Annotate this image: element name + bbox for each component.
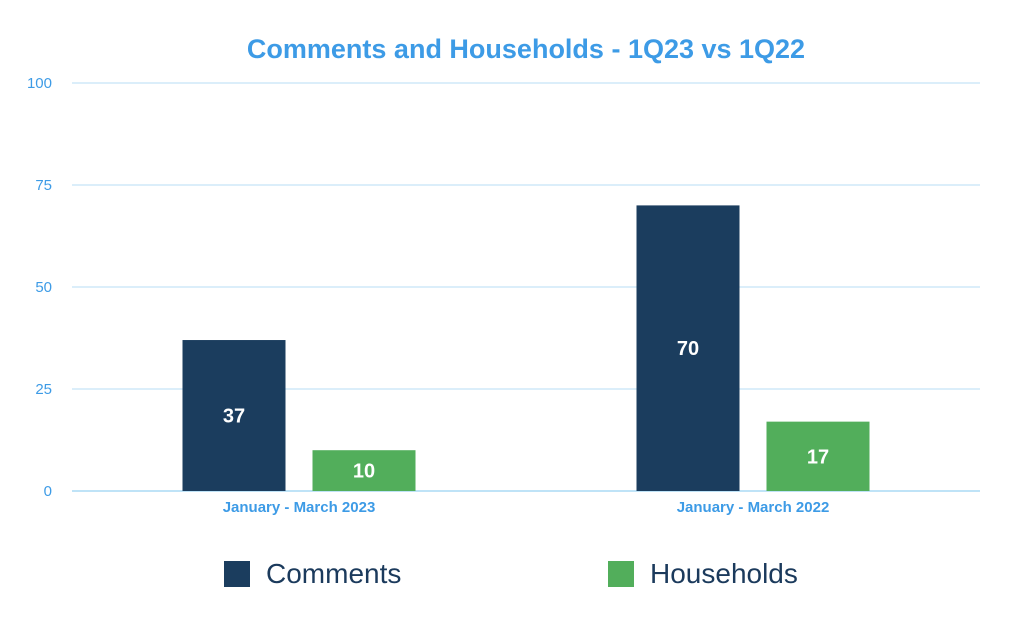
legend: Comments Households [224, 558, 798, 589]
x-tick-label: January - March 2023 [223, 499, 376, 516]
y-tick-label: 100 [27, 75, 52, 92]
y-tick-label: 25 [35, 381, 52, 398]
data-label: 17 [807, 446, 829, 468]
y-tick-label: 0 [44, 483, 52, 500]
legend-swatch [224, 561, 250, 587]
legend-item-households: Households [608, 558, 798, 589]
data-label: 37 [223, 406, 245, 428]
chart-title: Comments and Households - 1Q23 vs 1Q22 [247, 34, 805, 64]
data-labels: 37 70 10 17 [223, 338, 829, 482]
data-label: 10 [353, 461, 375, 483]
bar-households-0 [312, 450, 416, 491]
y-tick-label: 50 [35, 279, 52, 296]
data-label: 70 [677, 338, 699, 360]
bar-comments-0 [182, 340, 286, 491]
x-axis-ticks: January - March 2023 January - March 2022 [223, 499, 830, 516]
legend-swatch [608, 561, 634, 587]
bar-households-1 [766, 421, 870, 491]
bar-comments-1 [636, 205, 740, 491]
x-tick-label: January - March 2022 [677, 499, 830, 516]
bars [182, 205, 870, 491]
legend-label: Households [650, 558, 798, 589]
y-axis-ticks: 0 25 50 75 100 [27, 75, 52, 500]
legend-item-comments: Comments [224, 558, 401, 589]
y-tick-label: 75 [35, 177, 52, 194]
legend-label: Comments [266, 558, 401, 589]
